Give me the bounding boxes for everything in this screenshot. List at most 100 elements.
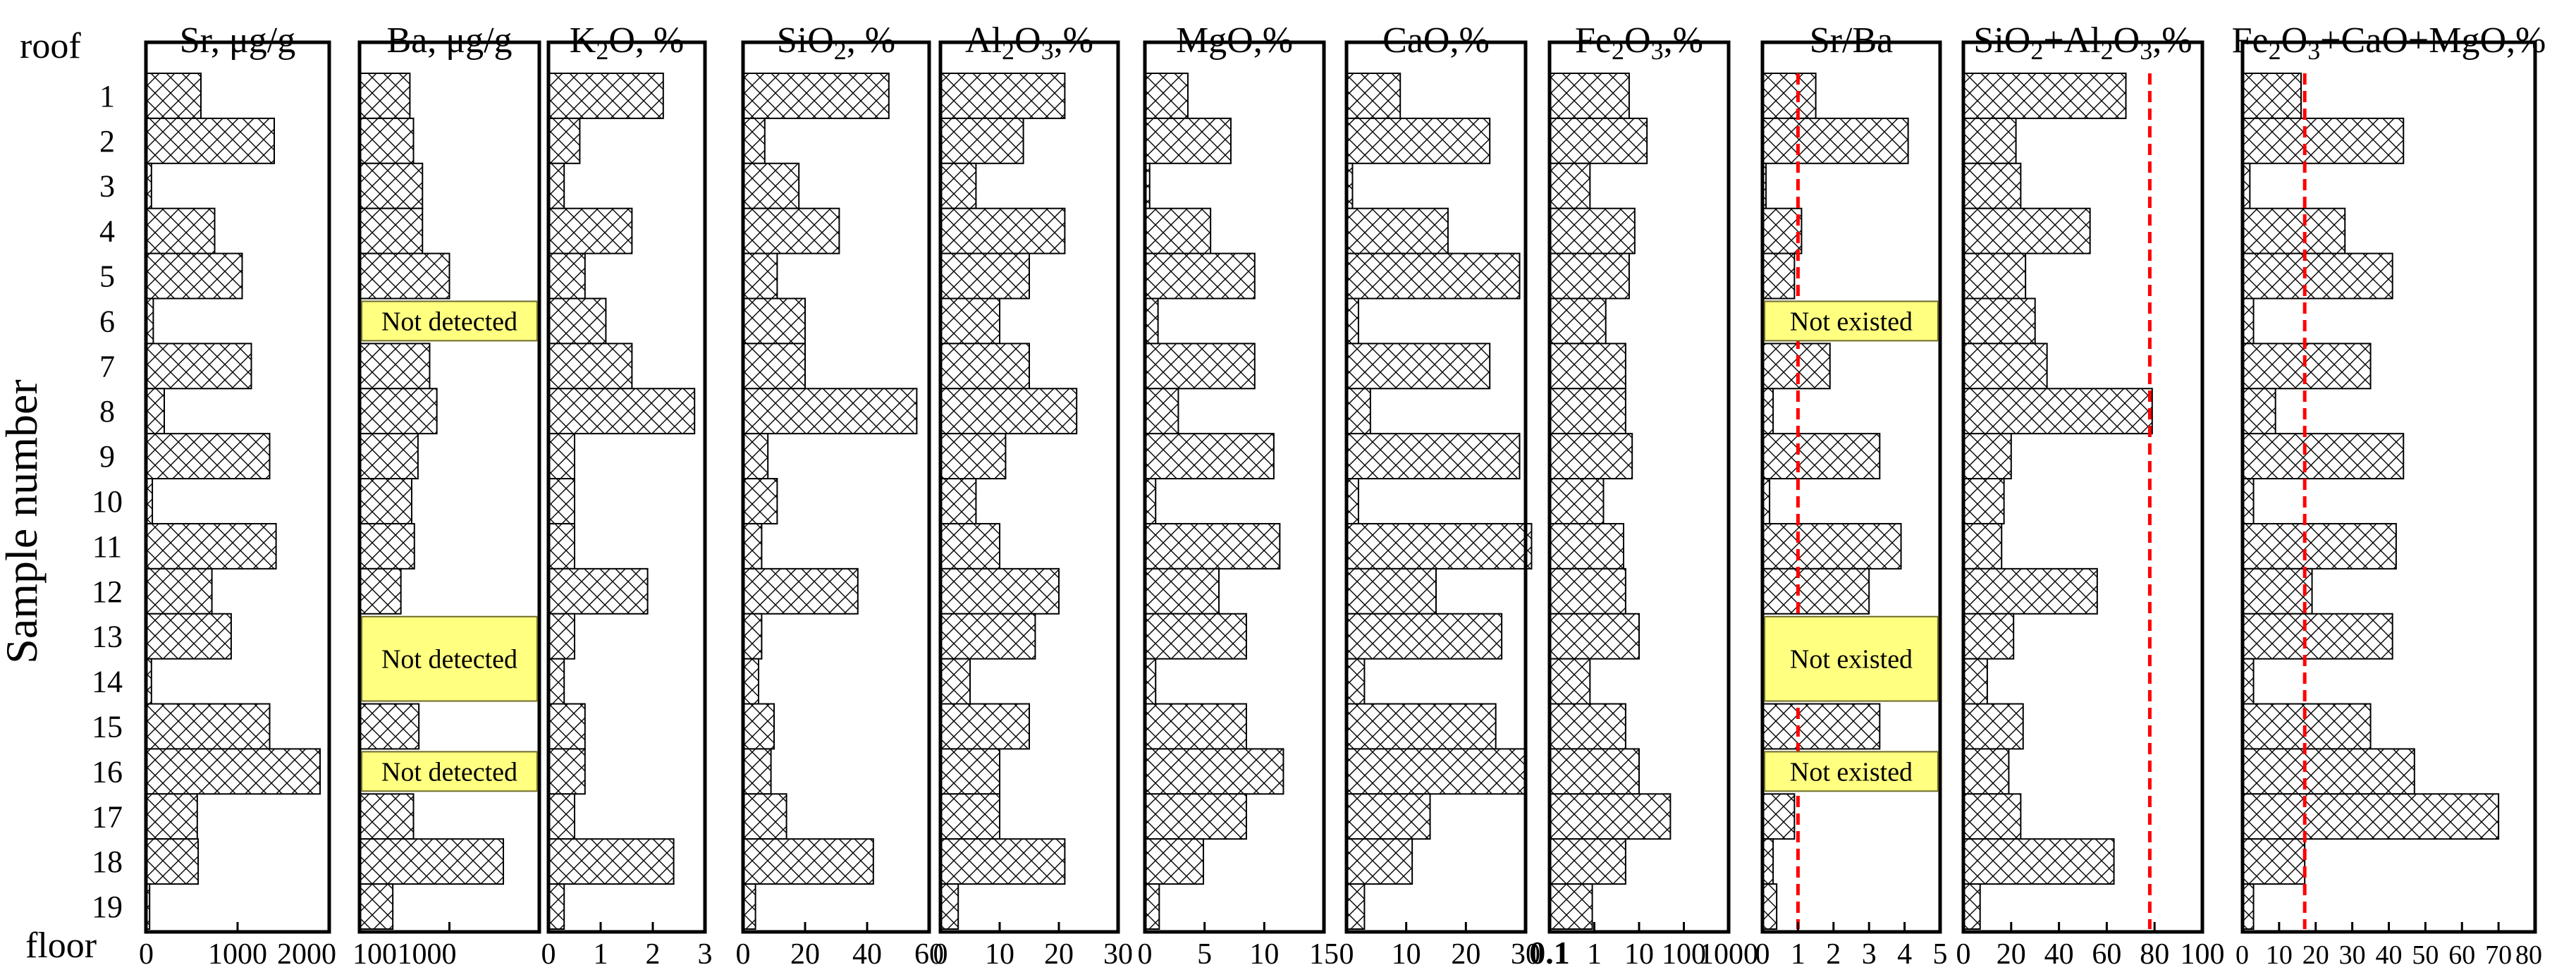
bar xyxy=(359,838,504,885)
bar xyxy=(2242,207,2346,254)
bar xyxy=(742,703,775,750)
bar xyxy=(742,73,890,119)
x-tick-label: 20 xyxy=(790,938,820,971)
x-tick-label: 30 xyxy=(1511,938,1540,971)
bar xyxy=(1144,297,1159,345)
x-tick-label: 0 xyxy=(2235,940,2249,970)
sample-number-label: 10 xyxy=(92,484,123,519)
x-tick-label: 0 xyxy=(1339,938,1354,971)
bar xyxy=(145,433,271,480)
x-tick-label: 10 xyxy=(1624,938,1654,971)
bar xyxy=(940,793,1000,840)
bar xyxy=(1144,343,1256,390)
x-tick-label: 100 xyxy=(2181,938,2225,971)
bar xyxy=(940,567,1060,615)
x-tick-label: 4 xyxy=(1897,938,1912,971)
bar xyxy=(1549,567,1626,615)
bar xyxy=(1963,297,2036,345)
panel-title: Sr/Ba xyxy=(1810,20,1893,61)
bar xyxy=(548,478,575,524)
bar xyxy=(145,748,321,795)
bar xyxy=(742,522,763,570)
x-tick-label: 40 xyxy=(2044,938,2074,971)
x-tick-label: 30 xyxy=(1103,938,1133,971)
panel-title: SiO2, % xyxy=(777,20,895,65)
bar xyxy=(1549,522,1624,570)
bar xyxy=(1963,162,2022,209)
x-tick-label: 80 xyxy=(2515,940,2542,970)
bar xyxy=(1144,838,1204,885)
x-tick-label: 0 xyxy=(736,938,751,971)
bar xyxy=(742,433,769,480)
x-tick-label: 20 xyxy=(2302,940,2329,970)
bar xyxy=(359,883,394,930)
bar xyxy=(742,388,918,435)
sample-number-label: 7 xyxy=(99,349,115,383)
bar xyxy=(1549,703,1626,750)
bar xyxy=(359,162,424,209)
bar xyxy=(940,658,971,705)
bar xyxy=(1762,207,1803,254)
bar xyxy=(1963,207,2091,254)
panel-frame xyxy=(1143,40,1326,934)
floor-label: floor xyxy=(25,926,97,966)
bar xyxy=(1346,73,1402,119)
bar xyxy=(940,838,1066,885)
bar xyxy=(1963,522,2003,570)
panel-mgo: 0 5 10 15 MgO,% xyxy=(1138,20,1339,971)
bar xyxy=(940,297,1000,345)
bar xyxy=(359,478,412,524)
panel-sio2: 0 20 40 60 SiO2, % xyxy=(736,20,945,971)
sample-number-label: 17 xyxy=(92,799,123,834)
x-tick-label: 0 xyxy=(139,938,154,971)
bar xyxy=(1963,343,2048,390)
annotation: Not detected xyxy=(361,751,538,792)
bar xyxy=(359,252,450,300)
panel-title: Ba, μg/g xyxy=(386,20,512,61)
annotation: Not existed xyxy=(1764,300,1939,342)
bar xyxy=(940,522,1000,570)
bar xyxy=(548,883,565,930)
bar xyxy=(1549,883,1593,930)
bar xyxy=(548,343,633,390)
bar xyxy=(1346,658,1366,705)
bar xyxy=(359,703,420,750)
panel-sial: 0 20 40 60 80 100 SiO2+Al2O3,% xyxy=(1956,20,2225,971)
sample-number-label: 15 xyxy=(92,709,123,744)
annotation-text: Not detected xyxy=(381,307,517,336)
bar xyxy=(359,433,419,480)
annotation-text: Not existed xyxy=(1790,307,1913,336)
annotation: Not existed xyxy=(1764,751,1939,792)
bar xyxy=(940,117,1024,164)
annotation-box xyxy=(1764,615,1939,702)
x-tick-label: 15 xyxy=(1309,938,1339,971)
panel-title: SiO2+Al2O3,% xyxy=(1973,20,2192,65)
x-tick-label: 100 xyxy=(1662,938,1706,971)
panel-title: Fe2O3+CaO+MgO,% xyxy=(2232,20,2546,65)
x-tick-label: 20 xyxy=(1997,938,2026,971)
bar xyxy=(548,793,575,840)
bar xyxy=(1144,388,1179,435)
bar xyxy=(2242,388,2276,435)
roof-label: roof xyxy=(20,26,81,66)
x-tick-label: 2000 xyxy=(277,938,336,971)
bar xyxy=(359,567,402,615)
bar xyxy=(145,613,232,660)
sample-number-label: 11 xyxy=(92,529,122,564)
bar xyxy=(742,252,778,300)
annotation-text: Not existed xyxy=(1790,645,1913,675)
bar xyxy=(1346,522,1533,570)
sample-number-label: 19 xyxy=(92,890,123,924)
x-tick-label: 100 xyxy=(352,938,397,971)
panel-frame xyxy=(1961,40,2204,934)
bar xyxy=(1144,117,1232,164)
x-tick-label: 0.1 xyxy=(1529,935,1570,971)
bar xyxy=(2242,522,2397,570)
bar xyxy=(1549,117,1648,164)
x-tick-label: 10 xyxy=(985,938,1014,971)
bar xyxy=(1144,433,1275,480)
bar xyxy=(1549,388,1626,435)
bar xyxy=(359,343,431,390)
panel-frame xyxy=(938,40,1120,934)
